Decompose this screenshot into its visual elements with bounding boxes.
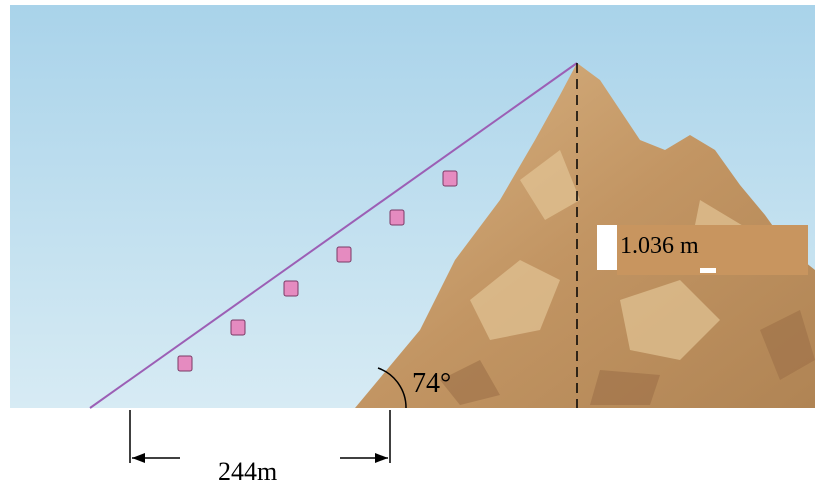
arrow-head bbox=[132, 453, 145, 463]
gondola bbox=[336, 246, 352, 263]
label-box bbox=[617, 225, 808, 275]
label-mask bbox=[700, 268, 716, 273]
gondolas bbox=[177, 170, 458, 372]
cable bbox=[89, 62, 578, 409]
gondola bbox=[283, 280, 299, 297]
rock-highlight bbox=[470, 150, 750, 360]
gondola bbox=[230, 319, 246, 336]
label-mask bbox=[597, 225, 617, 270]
distance-label: 244m bbox=[218, 457, 277, 486]
angle-arc bbox=[377, 367, 407, 409]
height-label: 1.036 m bbox=[620, 233, 699, 259]
rock-shadow bbox=[440, 310, 815, 405]
gondola bbox=[442, 170, 458, 187]
gondola bbox=[389, 209, 405, 226]
angle-label: 74° bbox=[412, 368, 451, 399]
arrow-head bbox=[375, 453, 388, 463]
gondola bbox=[177, 355, 193, 372]
